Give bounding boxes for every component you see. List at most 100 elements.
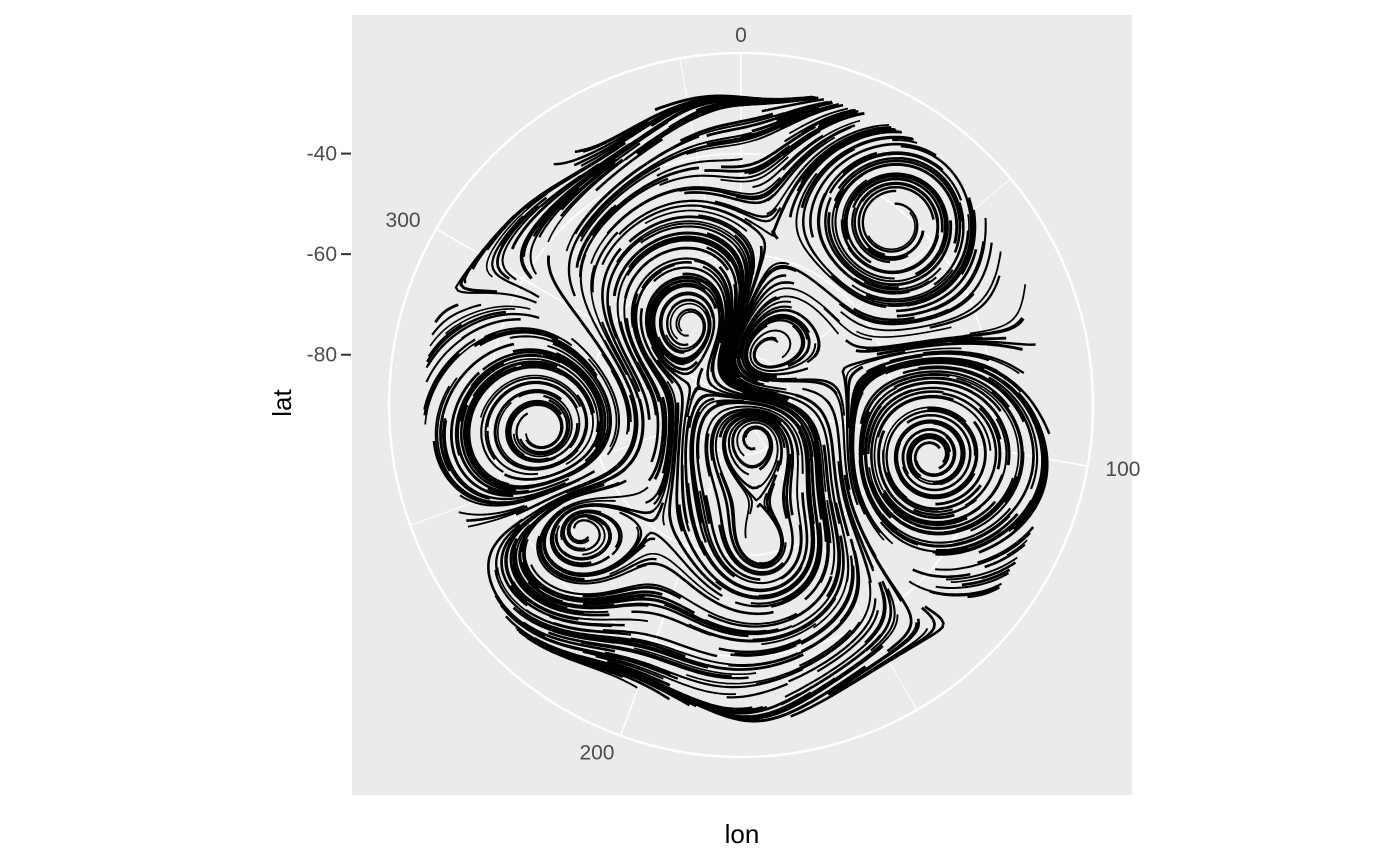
streamline-20 [604, 651, 804, 689]
streamline-552 [579, 177, 669, 277]
streamline-588 [689, 696, 764, 712]
streamline-293 [851, 207, 891, 264]
streamline-323 [637, 651, 715, 677]
streamline-671 [942, 529, 1002, 553]
streamline-305 [809, 148, 868, 238]
streamline-4 [882, 492, 968, 527]
streamline-208 [606, 660, 671, 687]
streamline-26 [845, 347, 962, 398]
streamline-268 [618, 321, 658, 416]
streamline-334 [824, 196, 899, 289]
streamline-630 [868, 467, 997, 534]
streamline-303 [482, 350, 604, 448]
y-axis-title: lat [267, 388, 297, 416]
streamline-687 [595, 537, 648, 575]
streamline-326 [573, 101, 694, 167]
streamline-403 [687, 597, 837, 643]
streamline-255 [510, 142, 631, 250]
streamline-564 [798, 124, 890, 174]
streamline-118 [579, 167, 661, 242]
streamline-567 [852, 177, 944, 233]
streamline-614 [494, 432, 608, 488]
streamline-207 [461, 318, 521, 340]
streamline-89 [660, 649, 804, 671]
streamline-408 [770, 522, 823, 608]
streamline-561 [699, 492, 809, 592]
streamline-563 [761, 622, 817, 646]
streamline-36 [618, 199, 782, 236]
streamline-713 [579, 254, 606, 343]
streamline-409 [967, 586, 1000, 599]
streamline-98 [656, 157, 743, 177]
streamline-706 [897, 380, 1011, 466]
streamline-12 [633, 647, 757, 676]
streamline-596 [606, 237, 644, 339]
streamline-683 [496, 402, 586, 469]
streamline-316 [782, 119, 861, 171]
streamline-686 [678, 124, 856, 199]
streamline-100 [519, 482, 622, 590]
streamline-509 [751, 105, 820, 133]
streamline-698 [467, 508, 525, 528]
streamline-717 [706, 232, 749, 387]
streamline-230 [840, 251, 1002, 332]
streamline-576 [951, 340, 1036, 346]
streamline-33 [718, 638, 802, 654]
streamline-344 [704, 405, 804, 477]
streamline-627 [950, 562, 1015, 583]
streamline-619 [541, 358, 599, 433]
streamline-476 [704, 495, 761, 581]
streamline-589 [969, 284, 1027, 335]
streamline-426 [507, 402, 564, 461]
streamline-658 [574, 135, 700, 235]
streamline-679 [423, 338, 476, 410]
streamline-712 [849, 367, 879, 515]
streamline-636 [736, 421, 779, 490]
streamline-587 [739, 300, 792, 359]
streamline-623 [567, 161, 659, 297]
streamline-260 [731, 261, 790, 386]
x-tick-label-300: 300 [386, 209, 421, 232]
streamline-310 [466, 505, 528, 522]
grid-spoke-6 [435, 228, 742, 406]
streamline-216 [653, 266, 727, 344]
streamline-103 [774, 397, 827, 492]
streamline-556 [913, 498, 978, 516]
streamline-14 [626, 239, 731, 276]
streamline-271 [935, 572, 1010, 590]
streamline-569 [458, 504, 525, 516]
streamline-622 [718, 411, 782, 438]
streamline-456 [852, 357, 999, 408]
streamline-525 [743, 309, 820, 364]
x-axis-title: lon [725, 819, 760, 849]
streamline-445 [837, 157, 964, 222]
streamline-516 [499, 196, 548, 247]
streamline-681 [504, 483, 605, 568]
streamline-416 [486, 382, 581, 449]
streamline-40 [853, 277, 930, 293]
streamline-448 [590, 265, 628, 376]
streamline-594 [780, 400, 832, 544]
streamline-453 [755, 140, 828, 205]
streamline-551 [551, 502, 665, 566]
streamline-389 [859, 370, 1011, 425]
streamline-599 [737, 295, 777, 377]
streamline-418 [772, 414, 803, 580]
streamline-239 [721, 125, 817, 169]
streamline-496 [582, 602, 749, 638]
streamline-585 [552, 342, 612, 478]
streamline-512 [465, 366, 517, 488]
streamline-88 [512, 391, 573, 458]
streamline-483 [495, 523, 521, 576]
streamline-718 [538, 506, 657, 583]
streamline-313 [665, 311, 705, 350]
streamline-64 [988, 376, 1039, 490]
streamline-404 [1006, 539, 1028, 557]
streamline-463 [901, 428, 957, 478]
streamline-238 [647, 583, 798, 625]
streamline-704 [885, 409, 977, 499]
streamline-412 [728, 576, 861, 667]
streamline-579 [828, 152, 932, 194]
streamline-662 [461, 216, 514, 280]
